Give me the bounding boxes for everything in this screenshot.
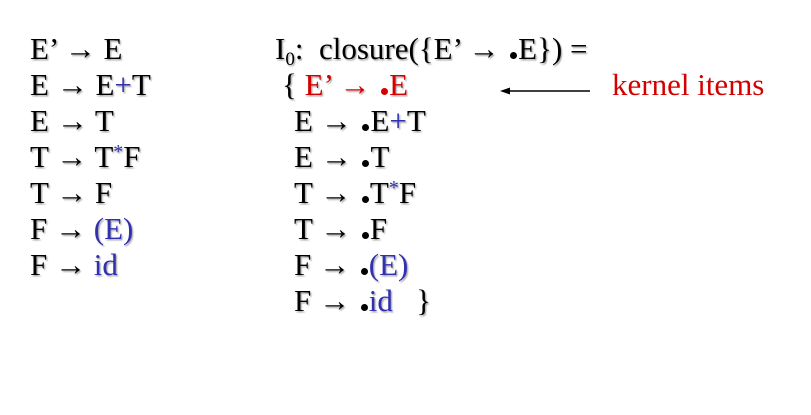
grammar-rule-e-t: E → T [30, 103, 114, 138]
item-dot-icon [360, 304, 368, 311]
plus-terminal: + [389, 103, 407, 138]
paren-terminal: (E) [93, 211, 134, 246]
item-dot-icon [361, 232, 369, 239]
grammar-rule-f-id: F → id [30, 247, 118, 282]
closure-title: I0: closure({E’ → E}) = [275, 31, 588, 70]
star-terminal: * [113, 141, 124, 163]
kernel-items-label: kernel items [612, 67, 765, 102]
closure-item-t-f: T → F [294, 211, 388, 246]
plus-terminal: + [114, 67, 132, 102]
item-dot-icon [381, 88, 389, 95]
closure-kernel-item: { E’ → E [282, 67, 409, 102]
kernel-pointer-arrow-icon [500, 87, 590, 95]
id-terminal: id [93, 247, 118, 282]
grammar-rule-e-plus: E → E+T [30, 67, 151, 102]
item-dot-icon [362, 124, 370, 131]
closure-close-brace: } [416, 283, 432, 318]
star-terminal: * [388, 177, 399, 199]
grammar-rule-t-f: T → F [30, 175, 113, 210]
item-dot-icon [362, 160, 370, 167]
closure-item-e-t: E → T [294, 139, 390, 174]
closure-item-t-times: T → T*F [294, 175, 417, 210]
item-dot-icon [360, 268, 368, 275]
grammar-rule-t-times: T → T*F [30, 139, 141, 174]
closure-item-e-plus: E → E+T [294, 103, 426, 138]
grammar-rule-augmented: E’ → E [30, 31, 123, 66]
paren-terminal: (E) [368, 247, 409, 282]
closure-item-f-id: F → id } [294, 283, 432, 318]
item-dot-icon [361, 196, 369, 203]
item-dot-icon [510, 52, 518, 59]
grammar-rule-f-paren: F → (E) [30, 211, 134, 246]
id-terminal: id [368, 283, 393, 318]
closure-item-f-paren: F → (E) [294, 247, 409, 282]
